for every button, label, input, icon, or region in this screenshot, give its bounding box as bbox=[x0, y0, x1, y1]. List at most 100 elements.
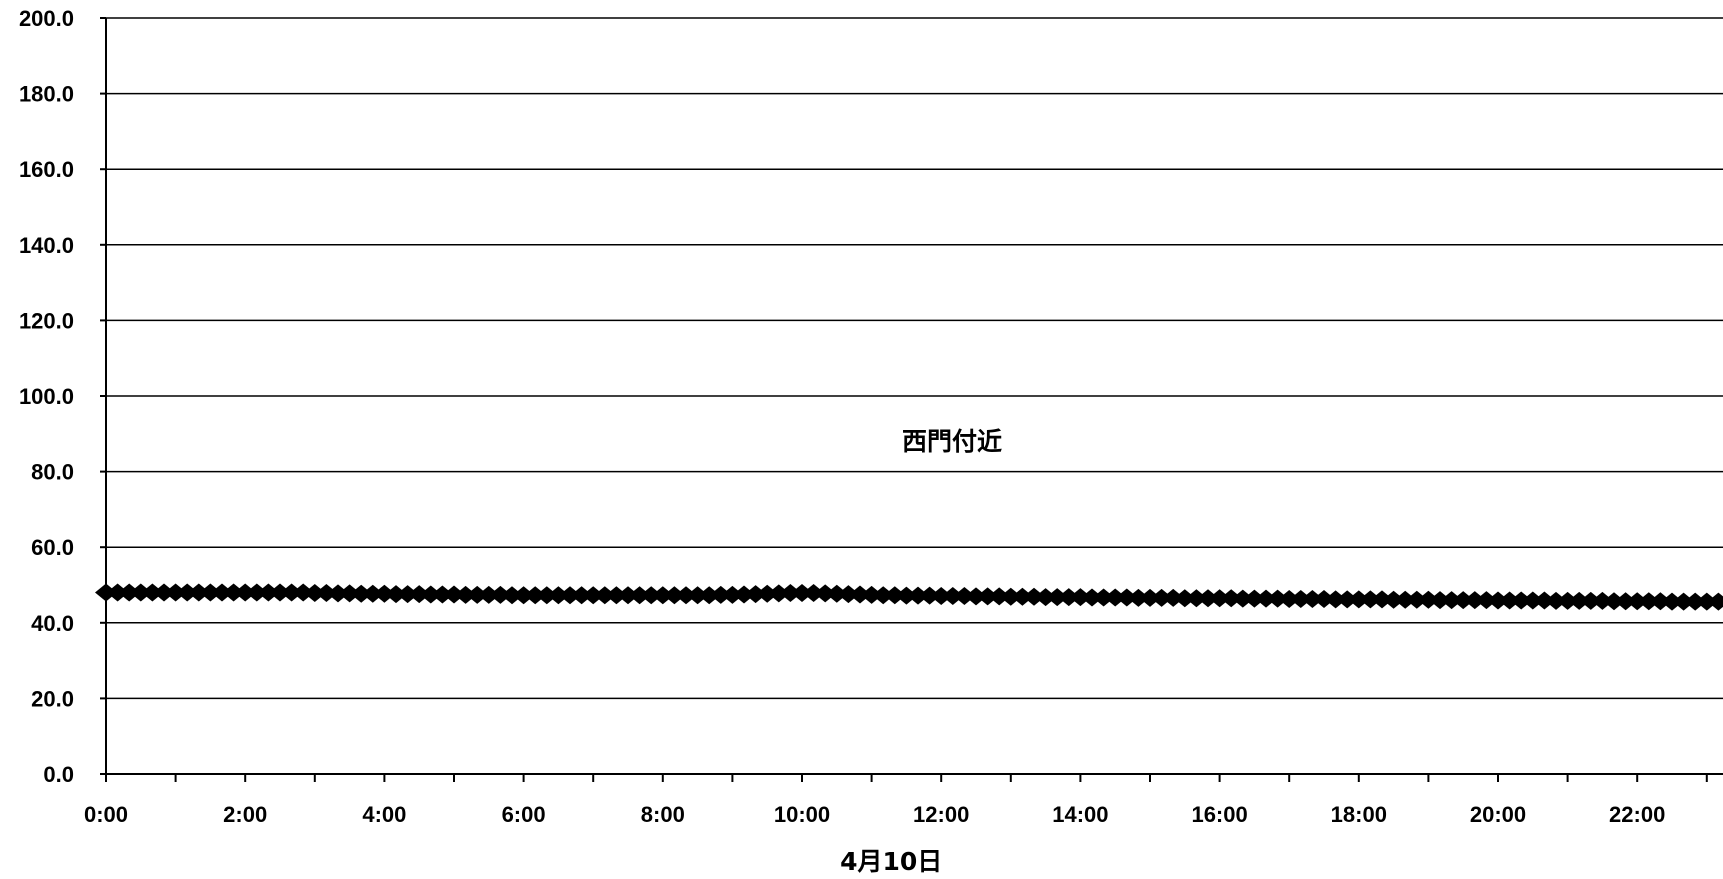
data-point bbox=[1289, 589, 1312, 608]
data-points bbox=[95, 583, 1723, 611]
data-point bbox=[1185, 589, 1208, 608]
data-point bbox=[802, 583, 825, 602]
data-point bbox=[292, 583, 315, 602]
data-point bbox=[222, 583, 245, 602]
data-point bbox=[1255, 589, 1277, 608]
data-point bbox=[1382, 590, 1405, 609]
data-point bbox=[988, 587, 1011, 606]
y-tick-label: 200.0 bbox=[19, 6, 74, 31]
data-point bbox=[1324, 590, 1347, 609]
data-point bbox=[199, 583, 222, 602]
data-point bbox=[1150, 588, 1173, 607]
data-point bbox=[1069, 588, 1092, 607]
data-point bbox=[837, 585, 860, 604]
data-point bbox=[733, 585, 755, 604]
data-point bbox=[872, 586, 895, 605]
data-point bbox=[709, 585, 732, 604]
data-point bbox=[686, 586, 709, 605]
data-point bbox=[849, 585, 871, 604]
data-point bbox=[95, 583, 117, 602]
data-point bbox=[582, 586, 605, 605]
data-point bbox=[756, 584, 779, 603]
y-tick-labels: 0.0 20.0 40.0 60.0 80.0 100.0 120.0 140.0 160.0 1… bbox=[19, 6, 74, 787]
data-point bbox=[1278, 589, 1301, 608]
y-tick-label: 120.0 bbox=[19, 308, 74, 333]
data-point bbox=[1208, 589, 1231, 608]
data-point bbox=[1591, 591, 1614, 610]
data-point bbox=[373, 584, 396, 603]
data-point bbox=[512, 586, 535, 605]
data-point bbox=[1429, 591, 1451, 610]
y-tick-label: 40.0 bbox=[31, 611, 74, 636]
data-point bbox=[1649, 592, 1672, 611]
data-point bbox=[118, 583, 141, 602]
y-tick-label: 0.0 bbox=[43, 762, 74, 787]
data-point bbox=[396, 585, 419, 604]
data-point bbox=[1336, 590, 1359, 609]
data-point bbox=[814, 584, 837, 603]
y-tick-label: 160.0 bbox=[19, 157, 74, 182]
data-point bbox=[1719, 598, 1723, 606]
data-point bbox=[1579, 591, 1602, 610]
data-point bbox=[791, 583, 813, 602]
data-point bbox=[1394, 590, 1417, 609]
data-point bbox=[1707, 592, 1723, 611]
x-tick-label: 6:00 bbox=[502, 802, 546, 827]
x-tick-label: 10:00 bbox=[774, 802, 830, 827]
data-point bbox=[953, 586, 976, 605]
data-point bbox=[1173, 589, 1196, 608]
data-point bbox=[1463, 591, 1486, 610]
data-point bbox=[907, 586, 929, 605]
data-point bbox=[1197, 589, 1219, 608]
data-point bbox=[1359, 590, 1382, 609]
data-point bbox=[640, 586, 663, 605]
data-point bbox=[883, 586, 906, 605]
data-point bbox=[1626, 592, 1649, 611]
data-point bbox=[269, 583, 291, 602]
data-point bbox=[1034, 588, 1057, 607]
x-tick-label: 20:00 bbox=[1470, 802, 1526, 827]
data-point bbox=[1661, 592, 1683, 611]
data-point bbox=[280, 583, 303, 602]
data-point bbox=[257, 583, 280, 602]
data-point bbox=[234, 583, 257, 602]
data-point bbox=[419, 585, 442, 604]
data-point bbox=[698, 586, 721, 605]
data-point bbox=[141, 583, 164, 602]
data-point bbox=[1637, 592, 1660, 611]
x-tick-labels: 0:00 2:00 4:00 6:00 8:00 10:00 12:00 14:00 16:00… bbox=[84, 802, 1665, 827]
y-tick-label: 60.0 bbox=[31, 535, 74, 560]
data-point bbox=[327, 584, 349, 603]
data-point bbox=[1603, 592, 1625, 611]
x-tick-label: 18:00 bbox=[1331, 802, 1387, 827]
axes bbox=[100, 17, 1723, 782]
data-point bbox=[628, 586, 651, 605]
data-point bbox=[1023, 587, 1045, 606]
data-point bbox=[1614, 592, 1637, 611]
data-point bbox=[617, 586, 639, 605]
data-point bbox=[1046, 588, 1069, 607]
data-point bbox=[1115, 588, 1138, 607]
y-tick-label: 80.0 bbox=[31, 460, 74, 485]
data-point bbox=[559, 586, 581, 605]
date-label: 4月10日 bbox=[840, 847, 942, 876]
x-tick-label: 4:00 bbox=[362, 802, 406, 827]
data-point bbox=[860, 585, 883, 604]
x-tick-label: 14:00 bbox=[1052, 802, 1108, 827]
data-point bbox=[303, 583, 326, 602]
data-point bbox=[443, 585, 465, 604]
grid-lines bbox=[106, 17, 1723, 700]
data-point bbox=[1104, 588, 1127, 607]
data-point bbox=[501, 586, 523, 605]
data-point bbox=[211, 583, 233, 602]
data-point bbox=[547, 586, 570, 605]
data-point bbox=[593, 586, 616, 605]
data-point bbox=[1521, 591, 1544, 610]
data-point bbox=[1081, 588, 1103, 607]
data-point bbox=[1347, 590, 1370, 609]
data-point bbox=[176, 583, 199, 602]
data-point bbox=[1533, 591, 1556, 610]
data-point bbox=[535, 586, 558, 605]
